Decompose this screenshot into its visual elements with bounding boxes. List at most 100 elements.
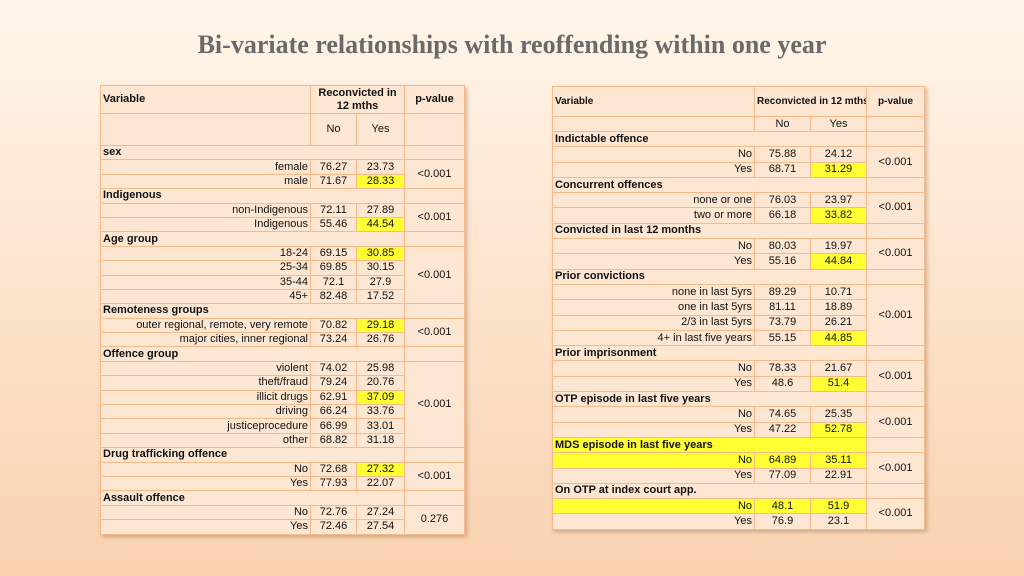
group-row: OTP episode in last five years — [551, 391, 926, 408]
no-value: 48.6 — [754, 375, 811, 393]
table-row: No 78.33 21.67 <0.001 — [552, 360, 926, 393]
no-value: 75.88 — [754, 146, 811, 163]
group-row: Prior imprisonment — [551, 345, 926, 362]
table-row: violent 74.02 25.98 <0.001 — [100, 360, 465, 449]
reconvicted-header: Reconvicted in 12 mths — [753, 86, 868, 117]
no-value: 78.33 — [754, 360, 811, 377]
row-label: female — [100, 159, 311, 175]
blank-cell — [866, 436, 926, 454]
variable-header: Variable — [552, 86, 755, 117]
no-value: 68.82 — [310, 432, 357, 449]
row-label: theft/fraud — [100, 375, 311, 391]
yes-value: 27.9 — [356, 274, 405, 290]
yes-value: 52.78 — [809, 421, 868, 438]
yes-value: 30.15 — [356, 260, 405, 276]
yes-value: 10.71 — [809, 283, 868, 301]
pvalue-cell: <0.001 — [866, 406, 926, 438]
yes-value: 25.35 — [809, 406, 868, 423]
yes-value: 28.33 — [356, 173, 405, 190]
pvalue-cell: <0.001 — [866, 192, 926, 224]
yes-value: 18.89 — [809, 299, 868, 316]
blank-cell — [552, 116, 755, 132]
blank-cell — [866, 130, 926, 148]
no-value: 76.03 — [754, 192, 811, 209]
yes-value: 22.07 — [356, 475, 405, 492]
table-row: No 74.65 25.35 <0.001 — [552, 406, 926, 438]
yes-value: 51.4 — [809, 375, 868, 393]
table-row: driving 66.24 33.76 — [100, 404, 465, 420]
yes-header: Yes — [809, 116, 868, 132]
row-label: 4+ in last five years — [552, 329, 755, 347]
reconvicted-header: Reconvicted in 12 mths — [310, 85, 405, 114]
no-value: 48.1 — [754, 498, 811, 515]
row-label: major cities, inner regional — [100, 332, 311, 348]
blank-cell — [866, 345, 926, 362]
yes-value: 27.54 — [356, 519, 405, 535]
row-label: No — [552, 406, 755, 423]
pvalue-cell: <0.001 — [404, 202, 465, 233]
no-value: 74.02 — [310, 360, 357, 377]
table-row: No 80.03 19.97 <0.001 — [552, 238, 926, 270]
no-value: 55.15 — [754, 329, 811, 347]
yes-value: 31.29 — [809, 161, 868, 178]
yes-value: 44.54 — [356, 216, 405, 233]
pvalue-cell: <0.001 — [866, 238, 926, 270]
no-value: 69.85 — [310, 260, 357, 276]
pvalue-cell: <0.001 — [866, 452, 926, 484]
group-row: Offence group — [100, 346, 465, 362]
yes-value: 44.85 — [809, 329, 868, 347]
row-label: two or more — [552, 207, 755, 224]
group-name: Indigenous — [100, 188, 405, 204]
table-row: No 64.89 35.11 <0.001 — [552, 452, 926, 484]
yes-value: 19.97 — [809, 238, 868, 255]
row-label: No — [552, 452, 755, 469]
table-row: Yes 77.09 22.91 — [552, 467, 925, 484]
row-label: Yes — [100, 475, 311, 492]
row-label: 18-24 — [100, 245, 311, 262]
no-value: 73.24 — [310, 332, 357, 348]
pvalue-cell: 0.276 — [404, 504, 465, 535]
yes-value: 37.09 — [356, 389, 405, 406]
group-name: Drug trafficking offence — [100, 447, 405, 463]
yes-value: 24.12 — [809, 146, 868, 163]
table-row: illicit drugs 62.91 37.09 — [100, 389, 465, 406]
group-row: Age group — [100, 231, 465, 247]
row-label: none or one — [552, 192, 755, 209]
group-name: sex — [100, 144, 405, 161]
left-results-table: Variable Reconvicted in 12 mths p-value … — [100, 85, 465, 535]
yes-header: Yes — [356, 113, 405, 146]
pvalue-header: p-value — [866, 86, 926, 117]
row-label: No — [552, 238, 755, 255]
row-label: none in last 5yrs — [552, 283, 755, 301]
group-row: Remoteness groups — [100, 303, 465, 319]
group-row: Convicted in last 12 months — [551, 222, 926, 240]
table-row: justiceprocedure 66.99 33.01 — [100, 418, 465, 434]
row-label: illicit drugs — [100, 389, 311, 406]
blank-cell — [866, 116, 926, 132]
subheader-row: No Yes — [552, 116, 926, 132]
group-row: Concurrent offences — [551, 176, 926, 194]
pvalue-cell: <0.001 — [866, 498, 926, 530]
row-label: Yes — [552, 253, 755, 270]
yes-value: 25.98 — [356, 360, 405, 377]
table-row: Yes 68.71 31.29 — [552, 161, 925, 178]
row-label: No — [100, 504, 311, 521]
group-row: MDS episode in last five years — [551, 436, 926, 454]
yes-value: 23.97 — [809, 192, 868, 209]
group-name: Prior convictions — [551, 268, 868, 285]
yes-value: 33.76 — [356, 404, 405, 420]
pvalue-cell: <0.001 — [866, 283, 926, 347]
row-label: Yes — [552, 375, 755, 393]
row-label: violent — [100, 360, 311, 377]
group-name: MDS episode in last five years — [551, 436, 868, 454]
row-label: 2/3 in last 5yrs — [552, 314, 755, 331]
table-row: No 72.68 27.32 <0.001 — [100, 461, 465, 492]
table-row: non-Indigenous 72.11 27.89 <0.001 — [100, 202, 465, 233]
pvalue-cell: <0.001 — [866, 146, 926, 178]
table-row: 45+ 82.48 17.52 — [100, 288, 465, 305]
row-label: No — [100, 461, 311, 477]
no-value: 82.48 — [310, 288, 357, 305]
table-row: Yes 72.46 27.54 — [100, 519, 465, 535]
table-row: two or more 66.18 33.82 — [552, 207, 925, 224]
yes-value: 33.82 — [809, 207, 868, 224]
